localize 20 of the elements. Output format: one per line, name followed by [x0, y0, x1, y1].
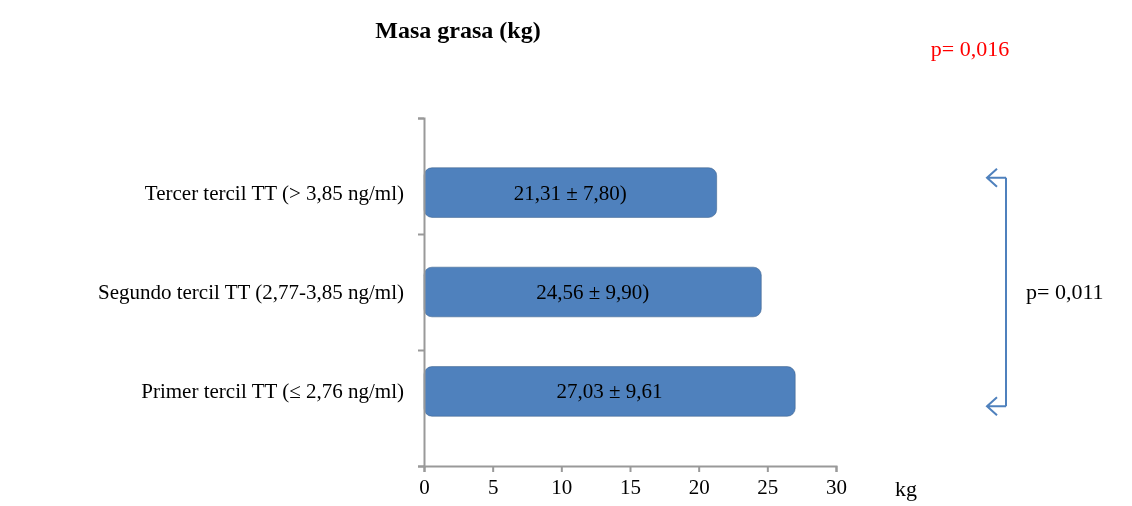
- data-label: 24,56 ± 9,90): [536, 280, 650, 304]
- x-tick-label: 15: [620, 474, 641, 499]
- y-tick-label: Tercer tercil TT (> 3,85 ng/ml): [144, 180, 404, 205]
- x-tick-label: 0: [419, 474, 430, 499]
- bar: [423, 366, 796, 417]
- x-tick-label: 30: [826, 474, 847, 499]
- x-axis-title: kg: [895, 476, 917, 501]
- y-tick-label: Primer tercil TT (≤ 2,76 ng/ml): [141, 379, 404, 404]
- data-label: 27,03 ± 9,61: [556, 379, 663, 404]
- bar: [423, 266, 762, 318]
- bar: [423, 167, 717, 218]
- x-tick-label: 10: [551, 474, 573, 499]
- x-tick-label: 25: [757, 474, 779, 499]
- x-tick-label: 5: [487, 474, 499, 499]
- text: p= 0,011: [1026, 279, 1104, 304]
- y-tick-label: Segundo tercil TT (2,77-3,85 ng/ml): [97, 280, 404, 304]
- chart-title: Masa grasa (kg): [375, 17, 541, 43]
- text: p= 0,016: [930, 36, 1010, 61]
- data-label: 21,31 ± 7,80): [513, 180, 627, 205]
- x-tick-label: 20: [688, 474, 710, 499]
